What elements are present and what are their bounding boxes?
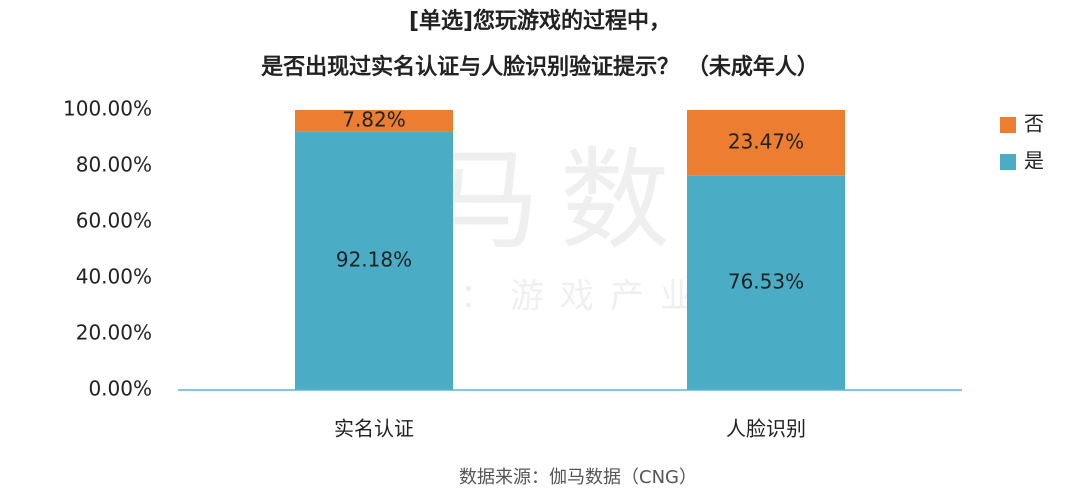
bar-segment	[687, 110, 845, 176]
chart-title: [单选]您玩游戏的过程中，	[409, 8, 671, 34]
chart-title: 是否出现过实名认证与人脸识别验证提示？ （未成年人）	[261, 54, 819, 80]
y-tick-label: 60.00%	[76, 209, 152, 233]
bar-segment	[295, 110, 453, 132]
y-tick-label: 40.00%	[76, 265, 152, 289]
y-tick-label: 100.00%	[63, 97, 152, 121]
x-tick-label: 人脸识别	[726, 417, 806, 441]
y-tick-label: 20.00%	[76, 321, 152, 345]
legend-label: 否	[1024, 112, 1044, 136]
data-label: 92.18%	[336, 247, 412, 271]
bar-segment	[295, 131, 453, 390]
legend-swatch	[1000, 117, 1016, 133]
y-tick-label: 0.00%	[88, 377, 152, 401]
data-label: 7.82%	[342, 107, 406, 131]
source-note: 数据来源：伽马数据（CNG）	[459, 467, 697, 488]
y-tick-label: 80.00%	[76, 153, 152, 177]
legend-swatch	[1000, 154, 1016, 170]
data-label: 76.53%	[728, 269, 804, 293]
x-tick-label: 实名认证	[334, 417, 414, 441]
legend-label: 是	[1024, 149, 1044, 173]
bar-segment	[687, 175, 845, 390]
data-label: 23.47%	[728, 129, 804, 153]
